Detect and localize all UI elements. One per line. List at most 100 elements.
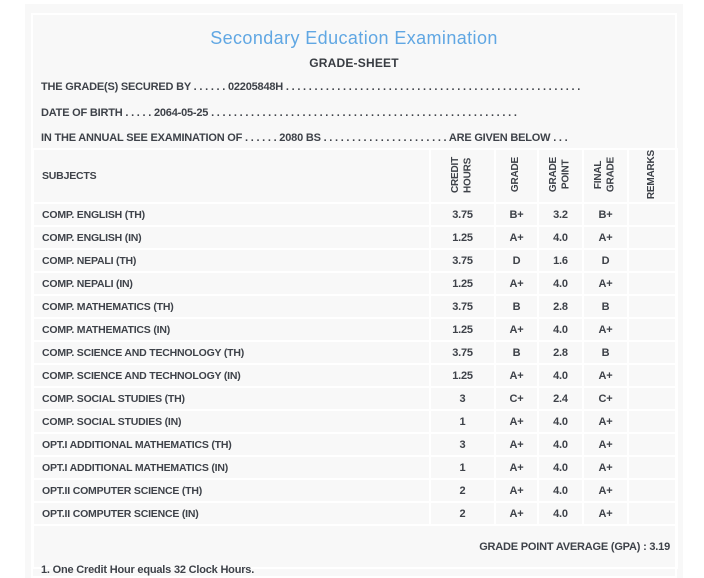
credit-hours-cell: 1.25: [429, 225, 496, 251]
final-grade-cell: C+: [582, 386, 629, 412]
credit-hours-cell: 3.75: [429, 340, 496, 366]
final-grade-cell: A+: [582, 363, 629, 389]
grade-point-cell: 4.0: [537, 455, 584, 481]
final-grade-cell: A+: [582, 501, 629, 527]
grades-table-body: COMP. ENGLISH (TH) 3.75 B+ 3.2 B+ COMP. ENGLI…: [32, 202, 678, 527]
table-row: COMP. ENGLISH (IN) 1.25 A+ 4.0 A+: [32, 225, 678, 251]
credit-hours-cell: 3: [429, 386, 496, 412]
subject-cell: OPT.II COMPUTER SCIENCE (TH): [32, 478, 431, 504]
table-row: COMP. NEPALI (IN) 1.25 A+ 4.0 A+: [32, 271, 678, 297]
grades-table: SUBJECTS CREDIT HOURS GRADE GRADE POINT …: [32, 147, 678, 570]
credit-hours-cell: 3.75: [429, 294, 496, 320]
remarks-cell: [627, 432, 678, 458]
grade-point-cell: 2.8: [537, 340, 584, 366]
subject-cell: OPT.II COMPUTER SCIENCE (IN): [32, 501, 431, 527]
grade-point-cell: 1.6: [537, 248, 584, 274]
col-header-grade-label: GRADE: [510, 157, 522, 193]
grade-cell: D: [494, 248, 539, 274]
final-grade-cell: A+: [582, 225, 629, 251]
grade-point-cell: 3.2: [537, 202, 584, 228]
subject-cell: COMP. MATHEMATICS (IN): [32, 317, 431, 343]
table-header-row: SUBJECTS CREDIT HOURS GRADE GRADE POINT …: [32, 147, 678, 205]
credit-hours-cell: 3.75: [429, 202, 496, 228]
table-row: COMP. MATHEMATICS (TH) 3.75 B 2.8 B: [32, 294, 678, 320]
grade-cell: A+: [494, 501, 539, 527]
grade-point-cell: 4.0: [537, 409, 584, 435]
grade-cell: A+: [494, 317, 539, 343]
remarks-cell: [627, 317, 678, 343]
col-header-credit-hours: CREDIT HOURS: [429, 147, 496, 205]
remarks-cell: [627, 340, 678, 366]
grade-cell: A+: [494, 409, 539, 435]
subject-cell: COMP. SCIENCE AND TECHNOLOGY (TH): [32, 340, 431, 366]
final-grade-cell: A+: [582, 317, 629, 343]
grade-cell: C+: [494, 386, 539, 412]
col-header-remarks: REMARKS: [627, 147, 678, 205]
credit-hours-cell: 3.75: [429, 248, 496, 274]
credit-hours-cell: 3: [429, 432, 496, 458]
remarks-cell: [627, 294, 678, 320]
grade-point-cell: 2.4: [537, 386, 584, 412]
final-grade-cell: D: [582, 248, 629, 274]
subject-cell: COMP. SCIENCE AND TECHNOLOGY (IN): [32, 363, 431, 389]
remarks-cell: [627, 501, 678, 527]
gradesheet-subtitle: GRADE-SHEET: [309, 56, 399, 70]
table-row: COMP. MATHEMATICS (IN) 1.25 A+ 4.0 A+: [32, 317, 678, 343]
grade-cell: A+: [494, 363, 539, 389]
subject-cell: COMP. ENGLISH (IN): [32, 225, 431, 251]
col-header-final-grade: FINAL GRADE: [582, 147, 629, 205]
grade-cell: B: [494, 294, 539, 320]
grade-point-cell: 2.8: [537, 294, 584, 320]
remarks-cell: [627, 271, 678, 297]
final-grade-cell: A+: [582, 409, 629, 435]
remarks-cell: [627, 202, 678, 228]
table-row: COMP. SCIENCE AND TECHNOLOGY (TH) 3.75 B 2.…: [32, 340, 678, 366]
remarks-cell: [627, 386, 678, 412]
subject-cell: COMP. ENGLISH (TH): [32, 202, 431, 228]
grade-cell: A+: [494, 455, 539, 481]
subject-cell: OPT.I ADDITIONAL MATHEMATICS (TH): [32, 432, 431, 458]
final-grade-cell: B: [582, 340, 629, 366]
table-row: COMP. SOCIAL STUDIES (IN) 1 A+ 4.0 A+: [32, 409, 678, 435]
col-header-grade-point-label: GRADE POINT: [548, 157, 572, 193]
subject-cell: COMP. NEPALI (IN): [32, 271, 431, 297]
table-row: OPT.II COMPUTER SCIENCE (TH) 2 A+ 4.0 A+: [32, 478, 678, 504]
grade-cell: A+: [494, 478, 539, 504]
subject-cell: COMP. NEPALI (TH): [32, 248, 431, 274]
remarks-cell: [627, 478, 678, 504]
info-line-examination-of: IN THE ANNUAL SEE EXAMINATION OF . . . .…: [41, 132, 568, 144]
final-grade-cell: A+: [582, 432, 629, 458]
final-grade-cell: A+: [582, 478, 629, 504]
grade-cell: A+: [494, 225, 539, 251]
gpa-line: GRADE POINT AVERAGE (GPA) : 3.19: [32, 524, 678, 570]
grade-cell: B+: [494, 202, 539, 228]
info-line-grades-secured-by: THE GRADE(S) SECURED BY . . . . . . 0220…: [41, 81, 581, 93]
final-grade-cell: A+: [582, 271, 629, 297]
grade-point-cell: 4.0: [537, 432, 584, 458]
credit-hours-cell: 1: [429, 409, 496, 435]
grade-point-cell: 4.0: [537, 317, 584, 343]
table-row: COMP. ENGLISH (TH) 3.75 B+ 3.2 B+: [32, 202, 678, 228]
grade-cell: B: [494, 340, 539, 366]
final-grade-cell: B: [582, 294, 629, 320]
col-header-remarks-label: REMARKS: [646, 150, 658, 200]
info-line-date-of-birth: DATE OF BIRTH . . . . . 2064-05-25 . . .…: [41, 107, 517, 119]
table-row: OPT.I ADDITIONAL MATHEMATICS (TH) 3 A+ 4.0 A…: [32, 432, 678, 458]
credit-hours-cell: 2: [429, 478, 496, 504]
grade-point-cell: 4.0: [537, 271, 584, 297]
subject-cell: OPT.I ADDITIONAL MATHEMATICS (IN): [32, 455, 431, 481]
credit-hours-cell: 1: [429, 455, 496, 481]
col-header-credit-hours-label: CREDIT HOURS: [450, 156, 474, 193]
table-row: OPT.I ADDITIONAL MATHEMATICS (IN) 1 A+ 4.0 A…: [32, 455, 678, 481]
gpa-row: GRADE POINT AVERAGE (GPA) : 3.19: [32, 524, 678, 570]
grade-cell: A+: [494, 432, 539, 458]
final-grade-cell: B+: [582, 202, 629, 228]
col-header-final-grade-label: FINAL GRADE: [593, 157, 617, 193]
gradesheet-card: Secondary Education Examination GRADE-SH…: [31, 13, 678, 578]
credit-hours-cell: 2: [429, 501, 496, 527]
credit-hours-cell: 1.25: [429, 363, 496, 389]
col-header-subjects: SUBJECTS: [32, 147, 431, 205]
remarks-cell: [627, 225, 678, 251]
grade-point-cell: 4.0: [537, 501, 584, 527]
